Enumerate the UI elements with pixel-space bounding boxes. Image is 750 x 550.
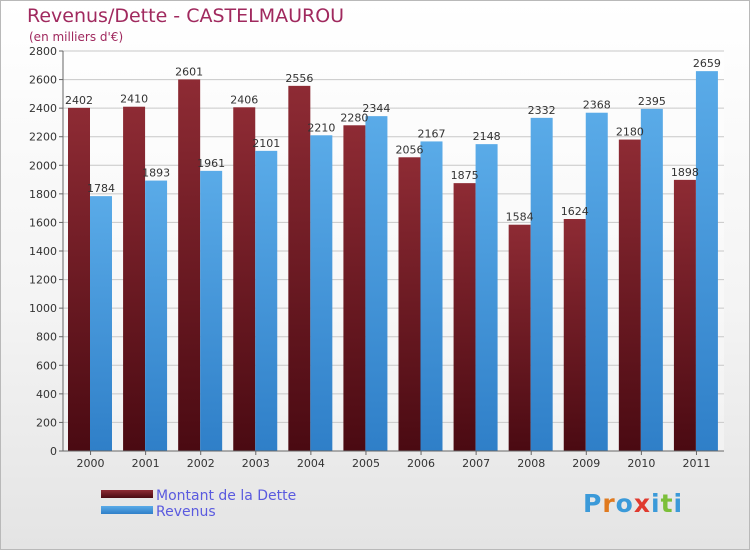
x-tick-label: 2006 <box>407 457 435 470</box>
chart-subtitle: (en milliers d'€) <box>29 30 124 44</box>
bar-dette <box>123 106 146 451</box>
bar-revenus <box>90 196 112 451</box>
data-label-revenus: 2368 <box>583 99 611 112</box>
bar-dette <box>673 179 696 451</box>
data-label-dette: 2056 <box>396 143 424 156</box>
x-tick-label: 2001 <box>132 457 160 470</box>
chart-title: Revenus/Dette - CASTELMAUROU <box>27 5 345 27</box>
bar-revenus <box>365 116 388 452</box>
bar-revenus <box>585 112 608 451</box>
data-label-dette: 2556 <box>285 72 313 85</box>
y-tick-label: 1200 <box>29 274 57 287</box>
data-label-dette: 2406 <box>230 93 258 106</box>
data-label-revenus: 1893 <box>142 167 170 180</box>
legend-label-dette: Montant de la Dette <box>156 488 297 504</box>
x-tick-label: 2002 <box>187 457 215 470</box>
bar-dette <box>233 107 256 452</box>
logo-letter: r <box>602 489 616 518</box>
data-label-revenus: 2659 <box>693 57 721 70</box>
bar-revenus <box>695 71 718 452</box>
x-tick-label: 2010 <box>627 457 655 470</box>
y-tick-label: 200 <box>36 416 57 429</box>
legend-label-revenus: Revenus <box>156 504 216 520</box>
y-tick-label: 2000 <box>29 159 57 172</box>
legend-swatch-revenus <box>101 506 153 514</box>
x-tick-label: 2011 <box>682 457 710 470</box>
proxiti-logo: Proxiti <box>583 489 683 518</box>
bar-dette <box>563 219 586 451</box>
logo-letter: t <box>660 489 674 518</box>
data-label-revenus: 2148 <box>473 130 501 143</box>
data-label-revenus: 1961 <box>197 157 225 170</box>
y-tick-label: 2400 <box>29 102 57 115</box>
y-tick-label: 800 <box>36 331 57 344</box>
logo-letter: x <box>633 489 651 518</box>
data-label-dette: 2601 <box>175 65 203 78</box>
y-tick-label: 400 <box>36 388 57 401</box>
logo-letter: i <box>673 489 684 518</box>
y-tick-label: 1400 <box>29 245 57 258</box>
data-label-dette: 2410 <box>120 93 148 106</box>
y-tick-label: 2200 <box>29 131 57 144</box>
bar-revenus <box>530 117 553 451</box>
x-tick-label: 2005 <box>352 457 380 470</box>
y-tick-label: 1600 <box>29 216 57 229</box>
y-tick-label: 0 <box>50 445 57 458</box>
bar-dette <box>398 157 421 452</box>
y-tick-label: 1000 <box>29 302 57 315</box>
bar-revenus <box>145 180 168 452</box>
bar-revenus <box>200 170 223 451</box>
data-label-revenus: 2210 <box>307 121 335 134</box>
data-label-dette: 1898 <box>671 166 699 179</box>
y-tick-label: 600 <box>36 359 57 372</box>
bar-dette <box>288 85 311 451</box>
x-tick-label: 2009 <box>572 457 600 470</box>
data-label-dette: 1875 <box>451 169 479 182</box>
data-label-revenus: 2344 <box>362 102 390 115</box>
data-label-dette: 1624 <box>561 205 589 218</box>
bar-revenus <box>640 108 663 451</box>
y-tick-label: 1800 <box>29 188 57 201</box>
data-label-revenus: 2167 <box>418 127 446 140</box>
data-label-dette: 2180 <box>616 126 644 139</box>
x-tick-label: 2007 <box>462 457 490 470</box>
data-label-revenus: 2395 <box>638 95 666 108</box>
bar-revenus <box>420 141 443 451</box>
y-tick-label: 2800 <box>29 45 57 58</box>
bar-dette <box>618 139 641 452</box>
logo-letter: P <box>583 489 603 518</box>
x-tick-label: 2008 <box>517 457 545 470</box>
bar-revenus <box>475 144 498 451</box>
bar-dette <box>68 107 90 451</box>
bar-dette <box>343 125 366 452</box>
data-label-dette: 2402 <box>65 94 93 107</box>
y-tick-label: 2600 <box>29 74 57 87</box>
bar-revenus <box>255 150 278 451</box>
x-tick-label: 2000 <box>77 457 105 470</box>
logo-letter: o <box>615 489 634 518</box>
data-label-revenus: 1784 <box>87 182 115 195</box>
data-label-dette: 1584 <box>506 211 534 224</box>
legend-swatch-dette <box>101 490 153 498</box>
data-label-revenus: 2332 <box>528 104 556 117</box>
bar-dette <box>178 79 201 451</box>
bar-revenus <box>310 135 333 452</box>
bar-dette <box>453 183 476 451</box>
bar-dette <box>508 224 531 451</box>
x-tick-label: 2004 <box>297 457 325 470</box>
logo-letter: i <box>651 489 661 518</box>
x-tick-label: 2003 <box>242 457 270 470</box>
data-label-revenus: 2101 <box>252 137 280 150</box>
data-label-dette: 2280 <box>340 111 368 124</box>
